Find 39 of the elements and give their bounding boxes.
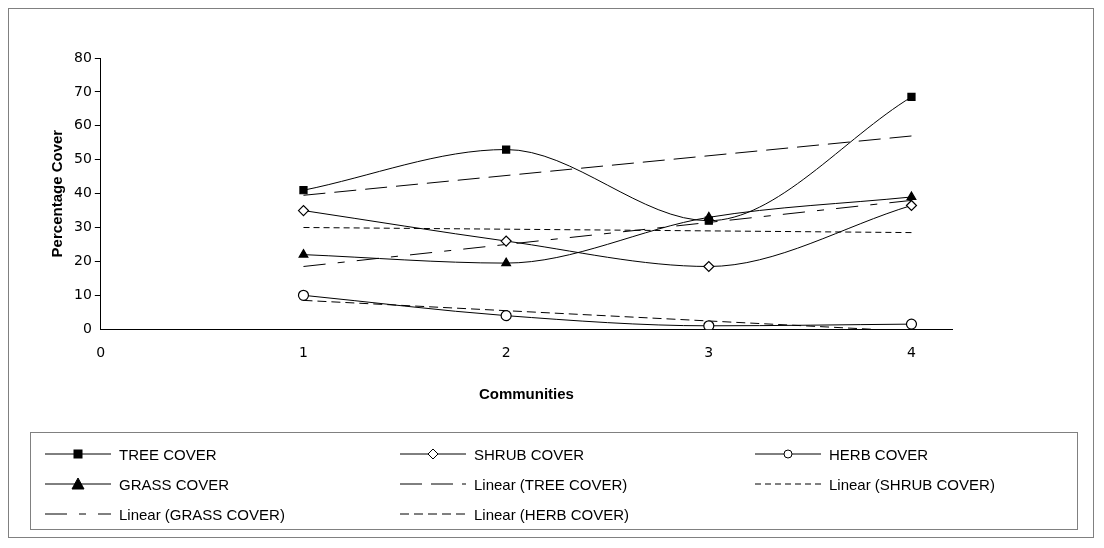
point: [906, 191, 917, 201]
y-tick-label: 80: [73, 48, 92, 65]
y-tick-label: 50: [73, 150, 92, 167]
point: [703, 260, 715, 273]
point: [298, 249, 309, 258]
x-tick-label: 3: [704, 344, 714, 361]
point: [501, 257, 512, 267]
legend-label: TREE COVER: [119, 445, 217, 463]
y-tick-label: 20: [73, 252, 92, 269]
legend-label: HERB COVER: [829, 445, 929, 463]
point: [703, 211, 714, 221]
point: [500, 235, 512, 247]
point: [500, 310, 512, 322]
point: [297, 289, 310, 301]
y-tick-label: 0: [82, 319, 92, 336]
x-tick-label: 2: [501, 344, 511, 361]
x-tick-label: 4: [907, 344, 917, 361]
legend-label: GRASS COVER: [119, 475, 230, 493]
point: [905, 318, 918, 330]
point: [299, 186, 308, 195]
point: [907, 92, 916, 102]
y-tick-label: 60: [73, 116, 92, 133]
legend-label: Linear (TREE COVER): [474, 475, 628, 493]
y-tick-label: 30: [73, 218, 92, 235]
legend-label: SHRUB COVER: [474, 445, 585, 463]
point: [502, 145, 511, 154]
y-axis-title: Percentage Cover: [48, 129, 66, 258]
point: [905, 199, 918, 212]
legend-label: Linear (HERB COVER): [474, 505, 630, 523]
point: [297, 204, 310, 217]
x-axis-title: Communities: [478, 385, 574, 403]
y-tick-label: 10: [73, 285, 92, 302]
y-tick-label: 70: [73, 82, 92, 99]
legend-label: Linear (SHRUB COVER): [829, 475, 995, 493]
x-tick-label: 1: [299, 344, 308, 361]
y-tick-label: 40: [73, 184, 92, 201]
x-tick-label: 0: [96, 344, 106, 361]
legend-label: Linear (GRASS COVER): [119, 505, 285, 523]
point: [703, 320, 715, 330]
